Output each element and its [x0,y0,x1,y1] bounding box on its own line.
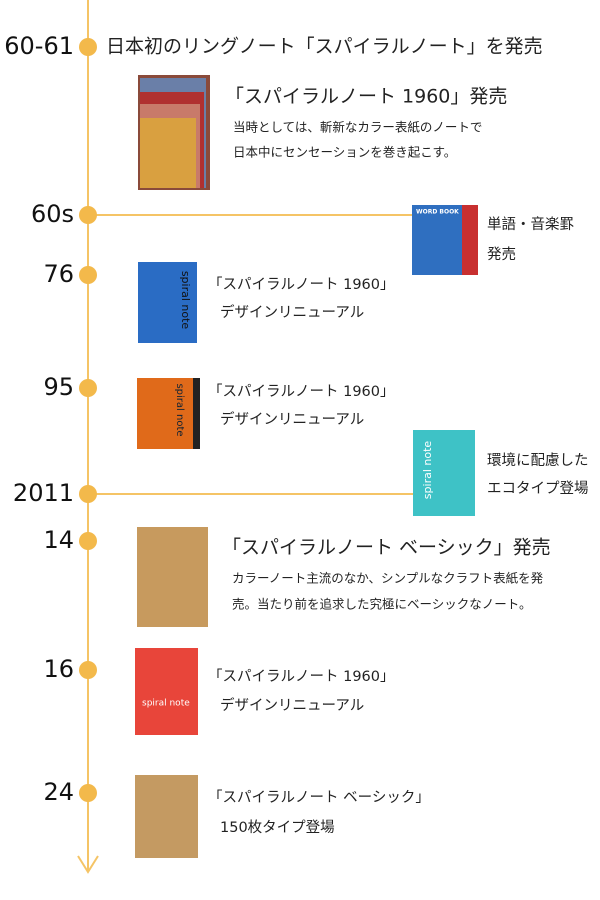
notebook-stack [138,75,210,190]
description: 150枚タイプ登場 [220,819,335,836]
title: 「スパイラルノート ベーシック」発売 [222,537,551,559]
notebook [135,775,198,858]
description: 当時としては、斬新なカラー表紙のノートで [233,120,482,135]
year: 60s [31,200,74,228]
title: 「スパイラルノート 1960」発売 [225,86,507,108]
description: デザインリニューアル [220,303,364,321]
year: 16 [43,655,74,683]
description: 発売 [487,246,516,263]
notebook-band [193,378,200,449]
description: 「スパイラルノート 1960」 [208,276,395,293]
description: 日本中にセンセーションを巻き起こす。 [233,145,456,160]
cover-text: spiral note [179,271,192,330]
dot [79,379,97,397]
year: 14 [43,526,74,554]
timeline-arrow [77,855,99,874]
year: 24 [43,778,74,806]
year: 60-61 [4,32,74,60]
dot [79,38,97,56]
description: 環境に配慮した [487,451,589,469]
year: 95 [43,373,74,401]
dot [79,206,97,224]
cover-text: spiral note [142,699,190,709]
cover-text: spiral note [174,383,185,436]
dot [79,532,97,550]
description: 単語・音楽罫 [487,216,574,233]
description: デザインリニューアル [220,410,364,428]
notebook [137,378,200,449]
cover-text: spiral note [421,441,434,500]
notebook-spine [462,205,478,275]
description: デザインリニューアル [220,696,364,714]
description: 「スパイラルノート 1960」 [208,668,395,685]
dot [79,266,97,284]
notebook [413,430,475,516]
description: 「スパイラルノート 1960」 [208,383,395,400]
notebook [137,527,208,627]
notebook [135,648,198,735]
headline: 日本初のリングノート「スパイラルノート」を発売 [106,36,543,58]
description: 売。当たり前を追求した究極にベーシックなノート。 [232,597,532,612]
dot [79,661,97,679]
description: エコタイプ登場 [487,480,589,497]
year: 2011 [13,479,74,507]
cover-text: WORD BOOK [416,209,459,216]
description: カラーノート主流のなか、シンプルなクラフト表紙を発 [232,571,544,586]
year: 76 [43,260,74,288]
dot [79,485,97,503]
dot [79,784,97,802]
description: 「スパイラルノート ベーシック」 [208,789,430,806]
notebook [138,262,197,343]
